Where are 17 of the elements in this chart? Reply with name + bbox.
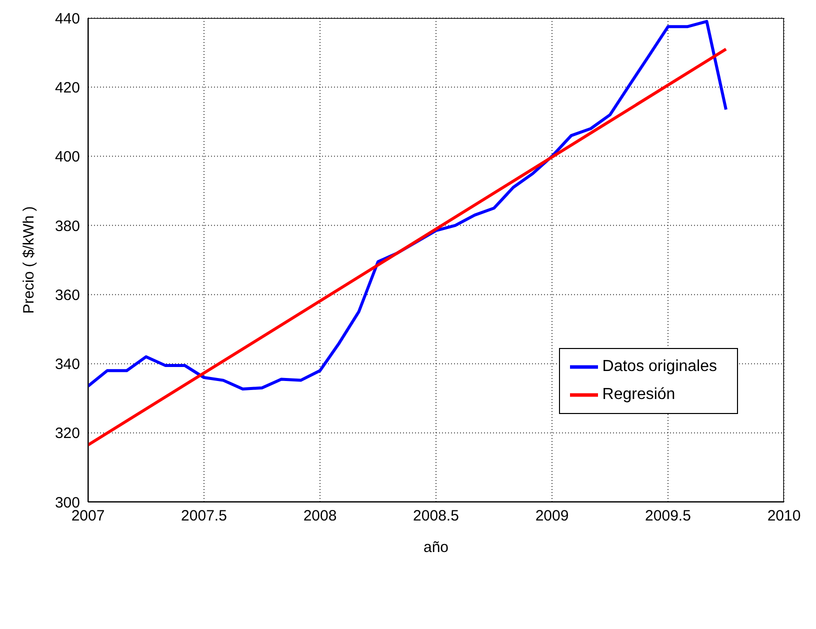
- x-tick-label: 2008: [303, 508, 337, 525]
- y-tick-label: 440: [54, 10, 80, 28]
- y-tick-label: 380: [54, 218, 80, 235]
- y-tick-label: 420: [54, 79, 80, 96]
- y-axis-title: Precio ( $/kWh ): [20, 206, 38, 314]
- x-axis-title: año: [423, 539, 449, 556]
- x-tick-label: 2009: [535, 508, 569, 525]
- legend-label: Datos originales: [602, 358, 717, 376]
- y-tick-label: 400: [54, 148, 80, 166]
- x-tick-label: 2010: [767, 508, 801, 525]
- y-tick-label: 340: [54, 356, 80, 374]
- x-tick-label: 2008.5: [413, 508, 459, 525]
- y-tick-label: 360: [54, 286, 80, 304]
- legend-label: Regresión: [602, 386, 676, 404]
- y-tick-label: 320: [54, 425, 80, 442]
- x-tick-label: 2009.5: [645, 508, 691, 525]
- x-tick-label: 2007.5: [181, 508, 227, 525]
